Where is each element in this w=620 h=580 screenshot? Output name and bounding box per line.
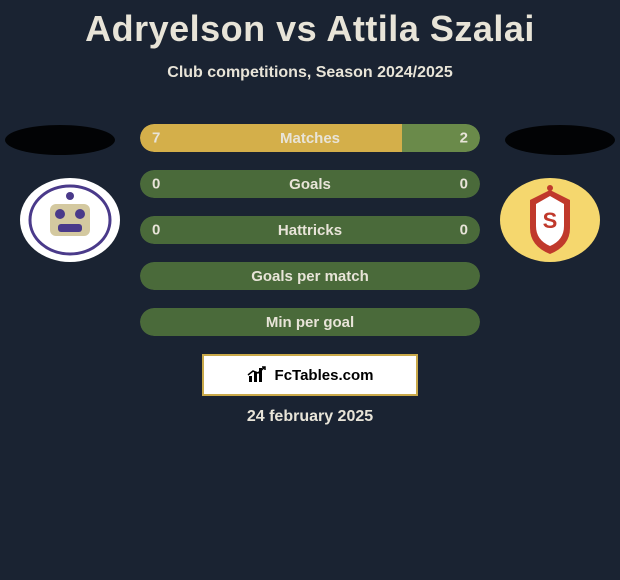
stat-label: Min per goal [266,314,354,331]
club-crest-right: S [500,178,600,263]
chart-icon [247,366,269,384]
stat-label: Goals per match [251,268,369,285]
bar-fill-player1 [140,124,402,152]
brand-text: FcTables.com [275,367,374,384]
page-title: Adryelson vs Attila Szalai [0,0,620,50]
bar-fill-player2 [402,124,480,152]
stat-label: Goals [289,176,331,193]
stat-row: Min per goal [140,308,480,336]
date-line: 24 february 2025 [0,408,620,426]
stat-row: 7 2 Matches [140,124,480,152]
stat-value-player1: 7 [152,130,160,147]
shadow-right [505,125,615,155]
svg-text:S: S [543,208,558,233]
stat-row: 0 0 Hattricks [140,216,480,244]
page-subtitle: Club competitions, Season 2024/2025 [0,64,620,82]
stat-value-player2: 0 [460,222,468,239]
stat-row: 0 0 Goals [140,170,480,198]
stat-row: Goals per match [140,262,480,290]
stat-value-player1: 0 [152,222,160,239]
stat-value-player1: 0 [152,176,160,193]
stat-label: Matches [280,130,340,147]
shadow-left [5,125,115,155]
stat-label: Hattricks [278,222,342,239]
stats-bars: 7 2 Matches 0 0 Goals 0 0 Hattricks Goals per mat… [140,124,480,354]
stat-value-player2: 0 [460,176,468,193]
club-crest-left [20,178,120,263]
brand-box: FcTables.com [202,354,418,396]
stat-value-player2: 2 [460,130,468,147]
